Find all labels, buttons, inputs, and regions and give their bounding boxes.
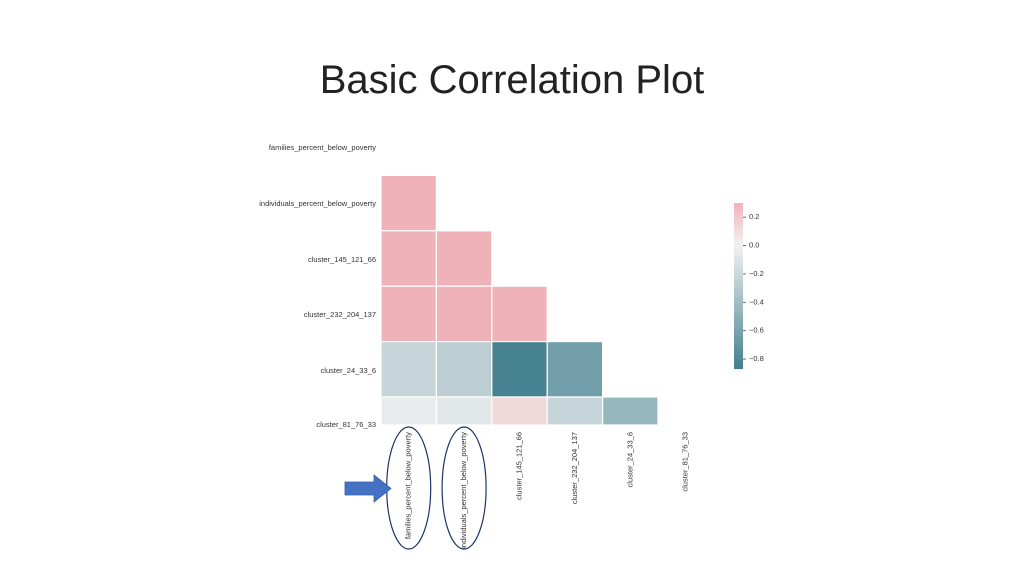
heatmap-cell-r4-c0 xyxy=(380,341,438,398)
heatmap-cell-r4-c2 xyxy=(491,341,548,398)
heatmap-cell-r5-c4 xyxy=(601,396,659,426)
heatmap-cell-r3-c0 xyxy=(380,285,438,343)
highlight-circle xyxy=(441,426,487,550)
colorbar-tick-label: 0.2 xyxy=(749,212,759,221)
colorbar-tick-label: −0.2 xyxy=(749,269,764,278)
row-label: individuals_percent_below_poverty xyxy=(259,199,376,208)
annotations xyxy=(344,426,487,550)
heatmap-cell-r3-c1 xyxy=(435,285,493,343)
row-label: cluster_81_76_33 xyxy=(316,420,376,429)
column-label: cluster_81_76_33 xyxy=(681,432,690,492)
colorbar-tick-label: −0.8 xyxy=(749,354,764,363)
column-labels: families_percent_below_poverty individual… xyxy=(404,432,690,549)
column-label: individuals_percent_below_poverty xyxy=(459,432,468,549)
row-labels: families_percent_below_poverty individual… xyxy=(259,143,376,429)
heatmap-cell-r2-c1 xyxy=(435,230,493,287)
heatmap-cell-r4-c3 xyxy=(546,341,604,398)
column-label: cluster_232_204_137 xyxy=(570,432,579,504)
heatmap-cell-r2-c0 xyxy=(380,230,438,287)
row-label: cluster_145_121_66 xyxy=(308,255,376,264)
arrow-icon xyxy=(344,474,392,503)
row-label: cluster_24_33_6 xyxy=(321,366,376,375)
heatmap-cell-r4-c1 xyxy=(435,341,493,398)
row-label: cluster_232_204_137 xyxy=(304,310,376,319)
heatmap-cells xyxy=(380,174,659,426)
column-label: cluster_145_121_66 xyxy=(514,432,523,500)
colorbar-gradient xyxy=(734,203,743,369)
heatmap-cell-r1-c0 xyxy=(380,174,438,232)
heatmap-cell-r3-c2 xyxy=(491,285,548,343)
colorbar: 0.2 0.0 −0.2 −0.4 −0.6 −0.8 xyxy=(734,203,764,369)
colorbar-tick-label: −0.6 xyxy=(749,326,764,335)
heatmap-cell-r5-c0 xyxy=(380,396,438,426)
heatmap-cell-r5-c3 xyxy=(546,396,604,426)
slide-title: Basic Correlation Plot xyxy=(319,58,705,102)
colorbar-tick-label: 0.0 xyxy=(749,241,759,250)
column-label: cluster_24_33_6 xyxy=(625,432,634,487)
heatmap-cell-r5-c1 xyxy=(435,396,493,426)
heatmap-cell-r5-c2 xyxy=(491,396,548,426)
column-label: families_percent_below_poverty xyxy=(404,432,413,539)
colorbar-tick-label: −0.4 xyxy=(749,297,764,306)
row-label: families_percent_below_poverty xyxy=(269,143,376,152)
